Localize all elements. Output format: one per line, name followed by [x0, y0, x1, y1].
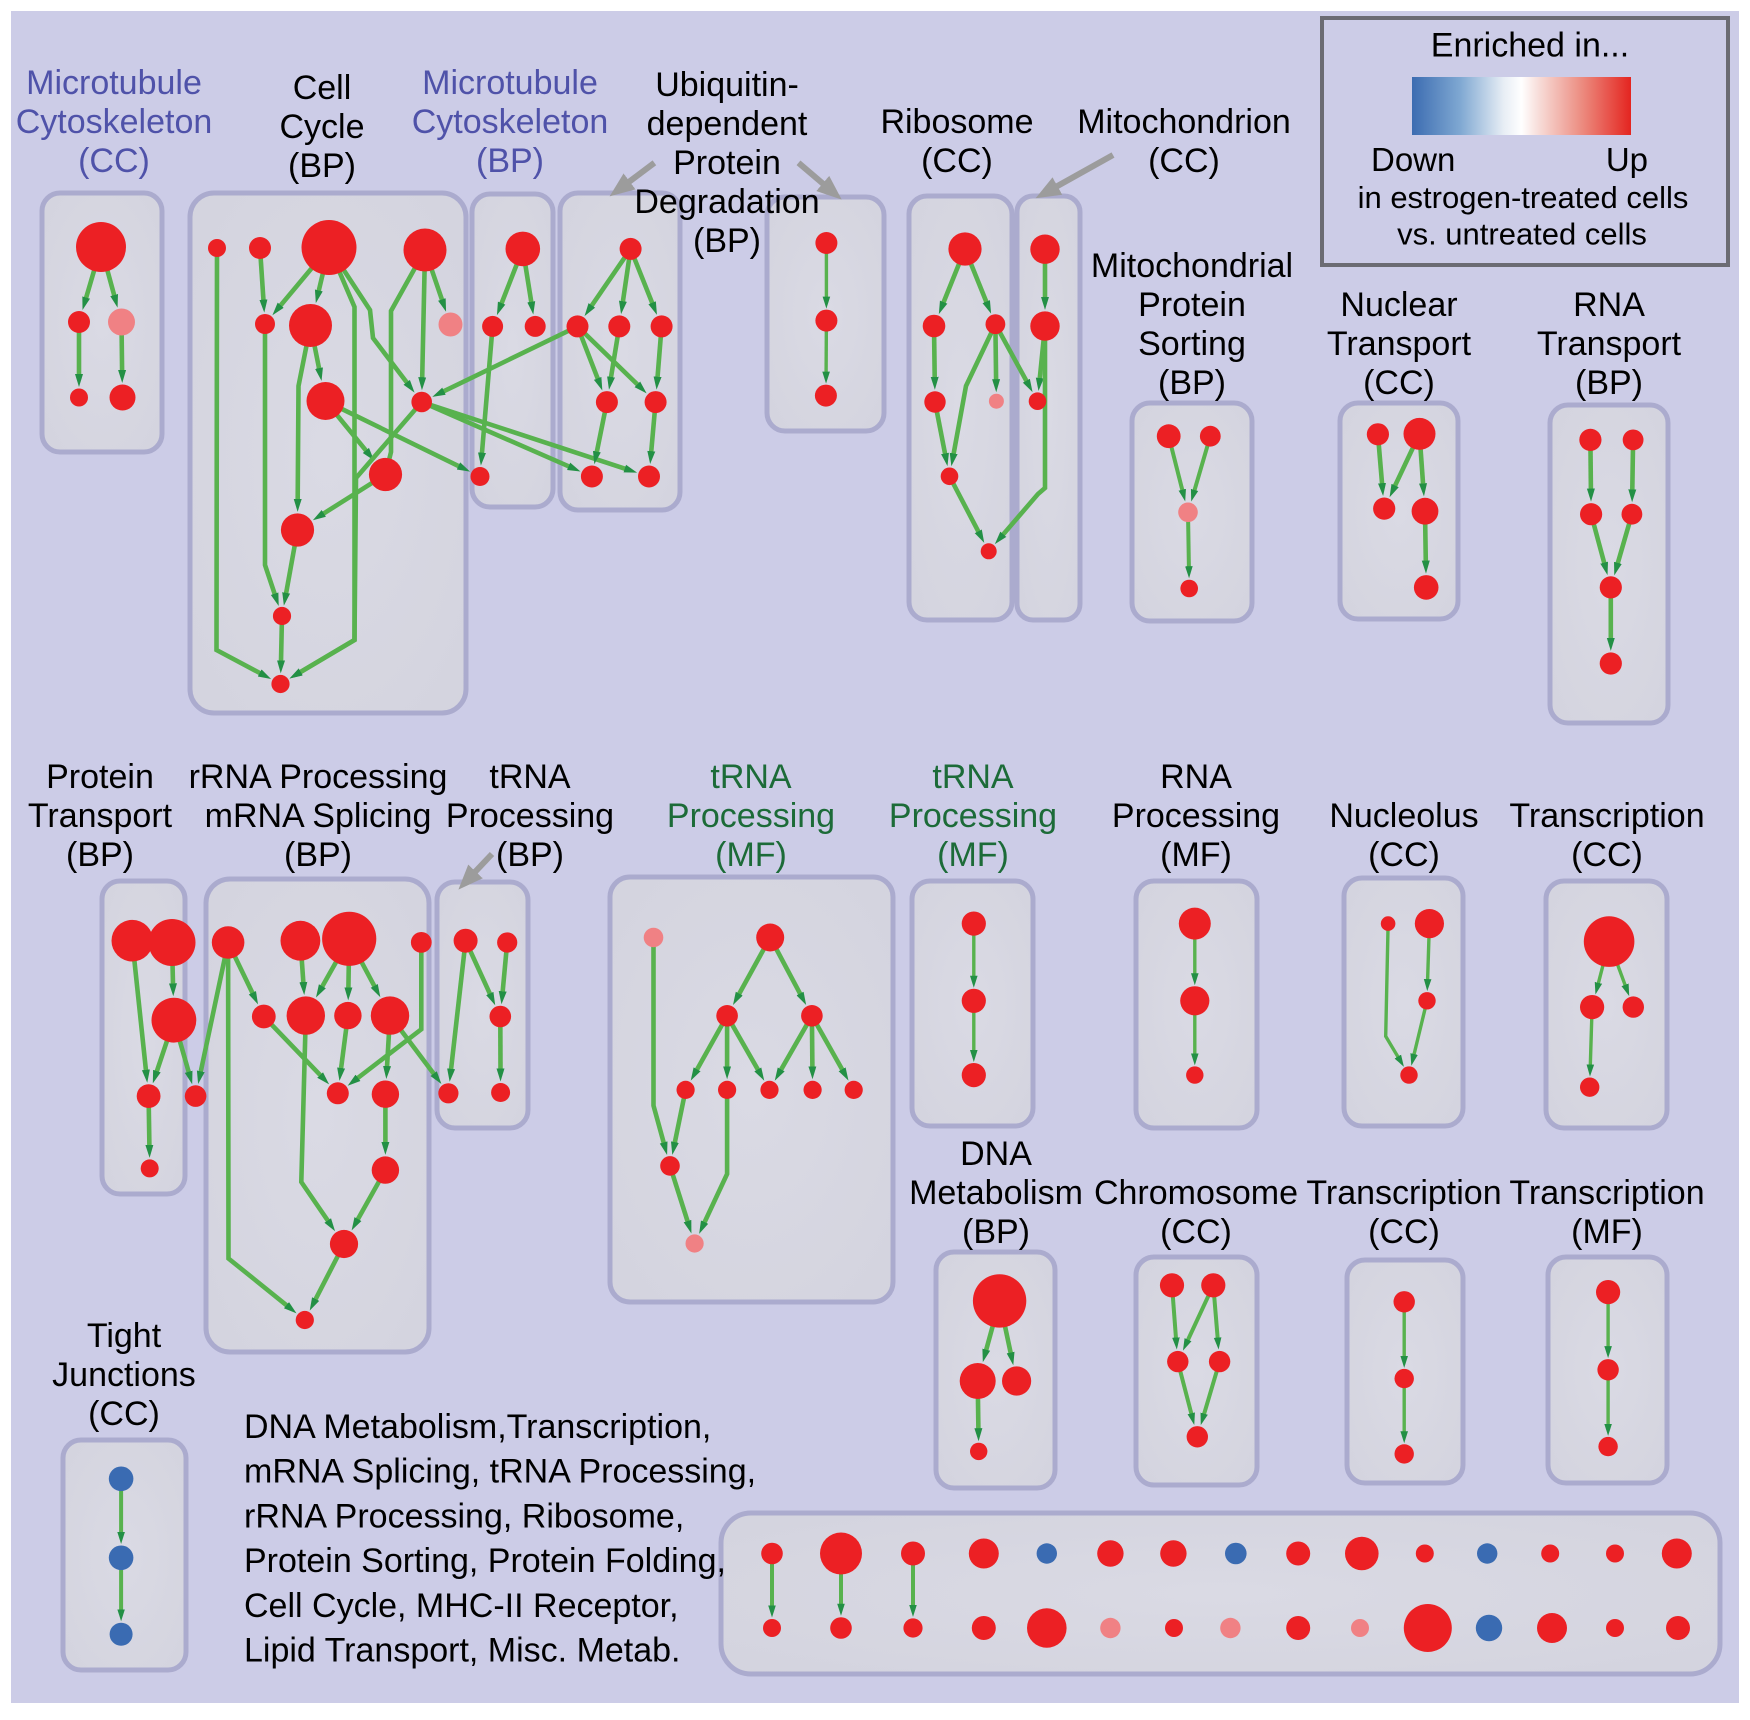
- svg-text:(MF): (MF): [937, 836, 1009, 874]
- svg-text:Protein: Protein: [1138, 286, 1246, 324]
- svg-text:Enriched in...: Enriched in...: [1431, 27, 1629, 65]
- svg-text:Processing: Processing: [667, 797, 835, 835]
- svg-text:Lipid Transport, Misc. Metab.: Lipid Transport, Misc. Metab.: [244, 1632, 681, 1670]
- svg-text:(CC): (CC): [1368, 1213, 1440, 1251]
- svg-text:dependent: dependent: [647, 105, 808, 143]
- svg-text:tRNA: tRNA: [489, 758, 571, 796]
- svg-text:Processing: Processing: [889, 797, 1057, 835]
- svg-text:(CC): (CC): [921, 142, 993, 180]
- svg-text:(CC): (CC): [1363, 364, 1435, 402]
- svg-text:(BP): (BP): [288, 147, 356, 185]
- svg-text:vs. untreated cells: vs. untreated cells: [1397, 217, 1647, 252]
- svg-text:mRNA Splicing, tRNA Processing: mRNA Splicing, tRNA Processing,: [244, 1453, 756, 1491]
- svg-text:(CC): (CC): [1160, 1213, 1232, 1251]
- svg-text:(BP): (BP): [1158, 364, 1226, 402]
- svg-text:Processing: Processing: [1112, 797, 1280, 835]
- svg-text:in estrogen-treated cells: in estrogen-treated cells: [1358, 180, 1689, 215]
- svg-text:Protein: Protein: [673, 144, 781, 182]
- svg-text:Transport: Transport: [28, 797, 173, 835]
- svg-text:Ubiquitin-: Ubiquitin-: [655, 66, 799, 104]
- svg-text:(MF): (MF): [715, 836, 787, 874]
- svg-text:Cytoskeleton: Cytoskeleton: [16, 103, 213, 141]
- svg-text:Junctions: Junctions: [52, 1356, 196, 1394]
- svg-text:Chromosome: Chromosome: [1094, 1174, 1298, 1212]
- svg-text:(BP): (BP): [476, 142, 544, 180]
- svg-text:RNA: RNA: [1160, 758, 1232, 796]
- svg-text:Degradation: Degradation: [634, 183, 819, 221]
- svg-text:(MF): (MF): [1571, 1213, 1643, 1251]
- svg-text:Protein Sorting, Protein Foldi: Protein Sorting, Protein Folding,: [244, 1542, 726, 1580]
- svg-text:(CC): (CC): [78, 142, 150, 180]
- svg-text:(BP): (BP): [962, 1213, 1030, 1251]
- svg-text:Transport: Transport: [1327, 325, 1472, 363]
- svg-text:Up: Up: [1606, 141, 1648, 178]
- svg-text:Mitochondrial: Mitochondrial: [1091, 247, 1293, 285]
- svg-text:tRNA: tRNA: [710, 758, 792, 796]
- svg-text:Nucleolus: Nucleolus: [1329, 797, 1478, 835]
- svg-text:(CC): (CC): [1368, 836, 1440, 874]
- svg-text:Cytoskeleton: Cytoskeleton: [412, 103, 609, 141]
- svg-text:Transport: Transport: [1537, 325, 1682, 363]
- svg-text:Nuclear: Nuclear: [1340, 286, 1457, 324]
- svg-text:DNA: DNA: [960, 1135, 1032, 1173]
- svg-text:Mitochondrion: Mitochondrion: [1077, 103, 1291, 141]
- svg-text:tRNA: tRNA: [932, 758, 1014, 796]
- svg-text:(BP): (BP): [496, 836, 564, 874]
- svg-text:(CC): (CC): [88, 1395, 160, 1433]
- svg-text:Processing: Processing: [446, 797, 614, 835]
- svg-text:(BP): (BP): [693, 222, 761, 260]
- svg-text:Cycle: Cycle: [279, 108, 364, 146]
- svg-text:rRNA Processing, Ribosome,: rRNA Processing, Ribosome,: [244, 1497, 684, 1535]
- svg-text:Sorting: Sorting: [1138, 325, 1246, 363]
- svg-text:Down: Down: [1371, 141, 1455, 178]
- svg-text:Transcription: Transcription: [1509, 797, 1704, 835]
- svg-text:Cell: Cell: [293, 69, 352, 107]
- svg-text:Transcription: Transcription: [1306, 1174, 1501, 1212]
- svg-text:RNA: RNA: [1573, 286, 1645, 324]
- svg-text:(BP): (BP): [1575, 364, 1643, 402]
- svg-text:(CC): (CC): [1571, 836, 1643, 874]
- svg-text:Tight: Tight: [87, 1317, 162, 1355]
- svg-text:Transcription: Transcription: [1509, 1174, 1704, 1212]
- svg-text:DNA Metabolism,Transcription,: DNA Metabolism,Transcription,: [244, 1408, 711, 1446]
- svg-text:(CC): (CC): [1148, 142, 1220, 180]
- svg-text:Metabolism: Metabolism: [909, 1174, 1083, 1212]
- svg-text:(MF): (MF): [1160, 836, 1232, 874]
- svg-text:Ribosome: Ribosome: [880, 103, 1033, 141]
- svg-text:Cell Cycle, MHC-II Receptor,: Cell Cycle, MHC-II Receptor,: [244, 1587, 679, 1625]
- svg-text:mRNA Splicing: mRNA Splicing: [205, 797, 432, 835]
- svg-text:Microtubule: Microtubule: [422, 64, 598, 102]
- svg-text:(BP): (BP): [66, 836, 134, 874]
- svg-text:(BP): (BP): [284, 836, 352, 874]
- svg-text:rRNA Processing: rRNA Processing: [189, 758, 448, 796]
- svg-text:Protein: Protein: [46, 758, 154, 796]
- svg-text:Microtubule: Microtubule: [26, 64, 202, 102]
